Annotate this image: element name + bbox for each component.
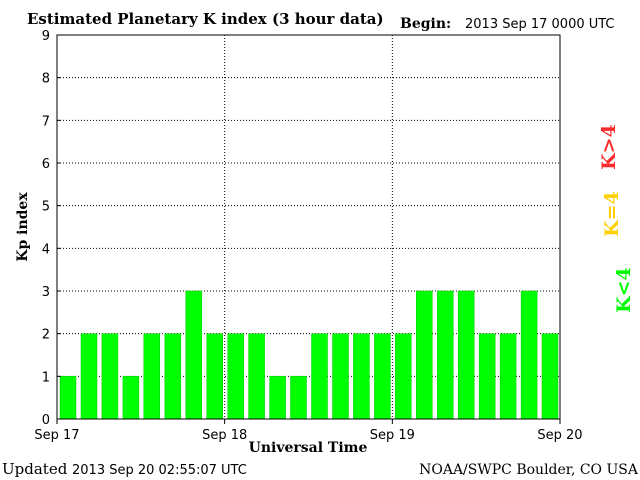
plot-frame xyxy=(56,34,561,420)
bar xyxy=(164,333,182,420)
y-tick-label: 7 xyxy=(42,114,50,129)
bar xyxy=(101,333,119,420)
source-credit: NOAA/SWPC Boulder, CO USA xyxy=(419,462,639,478)
updated-label: Updated xyxy=(2,460,68,478)
bar xyxy=(227,333,244,420)
chart-title: Estimated Planetary K index (3 hour data… xyxy=(27,10,384,28)
bar xyxy=(437,290,454,420)
bar xyxy=(520,290,538,420)
bars xyxy=(59,290,559,420)
y-tick-label: 6 xyxy=(42,157,50,172)
bar xyxy=(143,333,161,420)
begin-label: Begin: xyxy=(400,16,451,32)
bar xyxy=(59,376,77,420)
legend-k-equal-4: K=4 xyxy=(601,191,623,237)
bar xyxy=(80,333,98,420)
bar xyxy=(478,333,496,420)
x-tick-label: Sep 20 xyxy=(537,428,582,443)
updated-value: 2013 Sep 20 02:55:07 UTC xyxy=(72,463,247,478)
bar xyxy=(122,376,140,420)
begin-value: 2013 Sep 17 0000 UTC xyxy=(465,17,615,32)
x-tick-label: Sep 19 xyxy=(370,428,415,443)
bar xyxy=(185,290,203,420)
bar xyxy=(395,333,412,420)
y-tick-label: 8 xyxy=(42,72,50,87)
bar xyxy=(353,333,370,420)
bar xyxy=(416,290,433,420)
legend-k-less-4: K<4 xyxy=(613,267,635,313)
y-tick-label: 2 xyxy=(42,328,50,343)
y-tick-label: 3 xyxy=(42,285,50,300)
y-tick-label: 9 xyxy=(42,29,50,44)
x-axis-label: Universal Time xyxy=(249,440,368,456)
y-tick-label: 4 xyxy=(42,242,50,257)
bar xyxy=(269,376,286,420)
y-tick-label: 5 xyxy=(42,200,50,215)
bar xyxy=(499,333,517,420)
bar xyxy=(290,376,307,420)
legend-k-greater-4: K>4 xyxy=(598,124,620,170)
y-axis-label: Kp index xyxy=(15,192,31,262)
bar xyxy=(541,333,559,420)
y-tick-label: 1 xyxy=(42,370,50,385)
gridlines xyxy=(57,35,560,419)
bar xyxy=(311,333,328,420)
bar xyxy=(374,333,391,420)
bar xyxy=(248,333,265,420)
x-tick-label: Sep 18 xyxy=(202,428,247,443)
bar xyxy=(457,290,475,420)
bar xyxy=(332,333,349,420)
y-tick-labels: 0 1 2 3 4 5 6 7 8 9 xyxy=(42,29,61,428)
y-tick-label: 0 xyxy=(42,413,50,428)
bar xyxy=(206,333,223,420)
x-tick-labels: Sep 17 Sep 18 Sep 19 Sep 20 xyxy=(34,419,583,443)
x-tick-label: Sep 17 xyxy=(34,428,79,443)
